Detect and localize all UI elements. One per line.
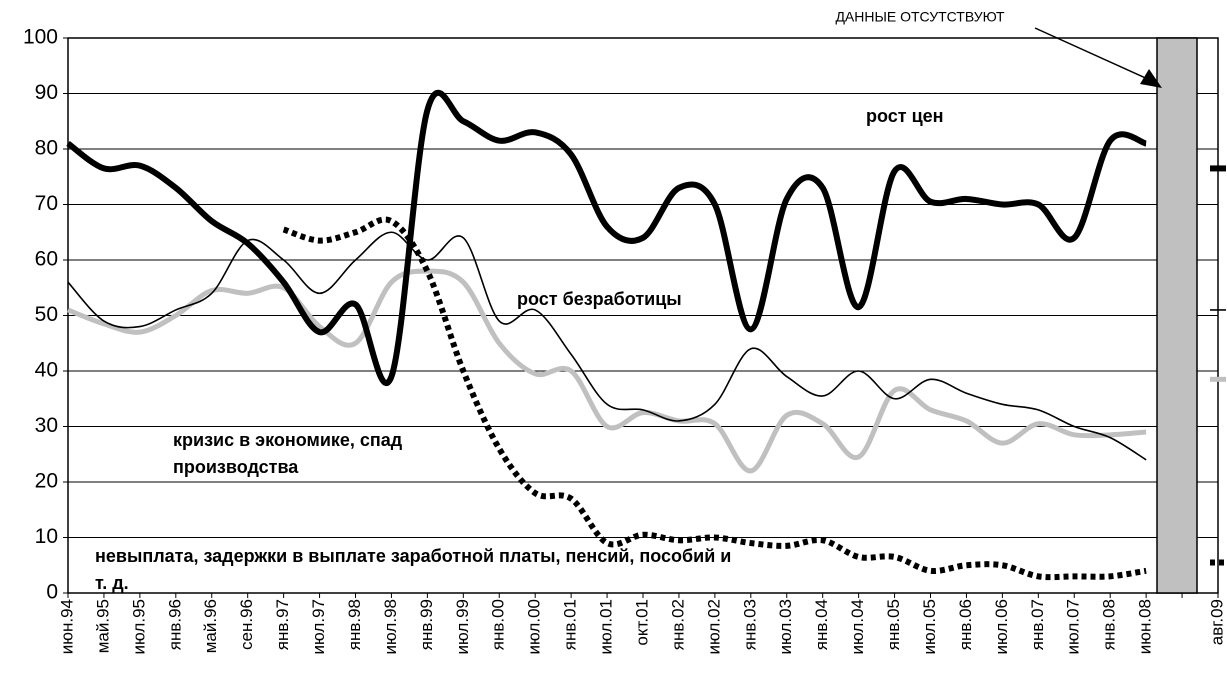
y-tick-label: 20 <box>35 470 58 493</box>
x-tick-label: июл.97 <box>309 599 328 654</box>
x-tick-label: июн.94 <box>57 599 76 654</box>
x-tick-label: июл.04 <box>848 599 867 654</box>
series-line <box>66 89 1148 387</box>
series-label: невыплата, задержки в выплате заработной… <box>95 546 732 593</box>
x-tick-label: сен.96 <box>237 599 256 650</box>
x-tick-label: янв.99 <box>417 599 436 650</box>
x-tick-label: июн.08 <box>1136 599 1155 654</box>
x-tick-label: окт.01 <box>632 599 651 646</box>
y-tick-label: 70 <box>35 192 58 215</box>
x-tick-label: янв.06 <box>956 599 975 650</box>
x-tick-label: янв.05 <box>884 599 903 650</box>
x-tick-label: июл.02 <box>704 599 723 654</box>
y-tick-label: 100 <box>23 26 58 49</box>
x-tick-label: янв.96 <box>165 599 184 650</box>
y-tick-label: 30 <box>35 414 58 437</box>
x-tick-label: июл.06 <box>992 599 1011 654</box>
x-tick-label: июл.95 <box>129 599 148 654</box>
x-tick-label: июл.98 <box>381 599 400 654</box>
x-tick-label: янв.04 <box>812 599 831 650</box>
x-tick-label: июл.01 <box>597 599 616 654</box>
x-tick-label: янв.01 <box>561 599 580 650</box>
x-tick-label: янв.98 <box>345 599 364 650</box>
x-tick-label: янв.02 <box>668 599 687 650</box>
series-label: рост цен <box>866 106 944 126</box>
x-tick-label: янв.97 <box>273 599 292 650</box>
x-tick-label: июл.05 <box>920 599 939 654</box>
series-line <box>282 216 1147 581</box>
y-tick-label: 60 <box>35 248 58 271</box>
y-tick-label: 90 <box>35 81 58 104</box>
series-line <box>67 268 1147 474</box>
x-tick-label: май.96 <box>201 599 220 653</box>
y-tick-label: 0 <box>46 581 58 604</box>
annotation-arrow <box>1034 27 1151 81</box>
series-label: рост безработицы <box>517 289 682 309</box>
arrow-head <box>1140 69 1162 88</box>
x-tick-label: янв.00 <box>489 599 508 650</box>
x-tick-label: июл.03 <box>776 599 795 654</box>
x-tick-label: июл.07 <box>1064 599 1083 654</box>
y-tick-label: 80 <box>35 137 58 160</box>
x-tick-label: июл.99 <box>453 599 472 654</box>
x-tick-label: июл.00 <box>525 599 544 654</box>
x-tick-label: янв.08 <box>1100 599 1119 650</box>
y-tick-label: 40 <box>35 359 58 382</box>
x-tick-label: янв.07 <box>1028 599 1047 650</box>
x-tick-label: май.95 <box>93 599 112 653</box>
x-tick-label: авг.09 <box>1207 599 1226 645</box>
annotation: ДАННЫЕ ОТСУТСТВУЮТ <box>835 9 1005 25</box>
no-data-band <box>1156 37 1198 594</box>
series-label: кризис в экономике, спад производства <box>173 430 403 477</box>
y-tick-label: 50 <box>35 303 58 326</box>
x-tick-label: янв.03 <box>740 599 759 650</box>
y-tick-label: 10 <box>35 525 58 548</box>
